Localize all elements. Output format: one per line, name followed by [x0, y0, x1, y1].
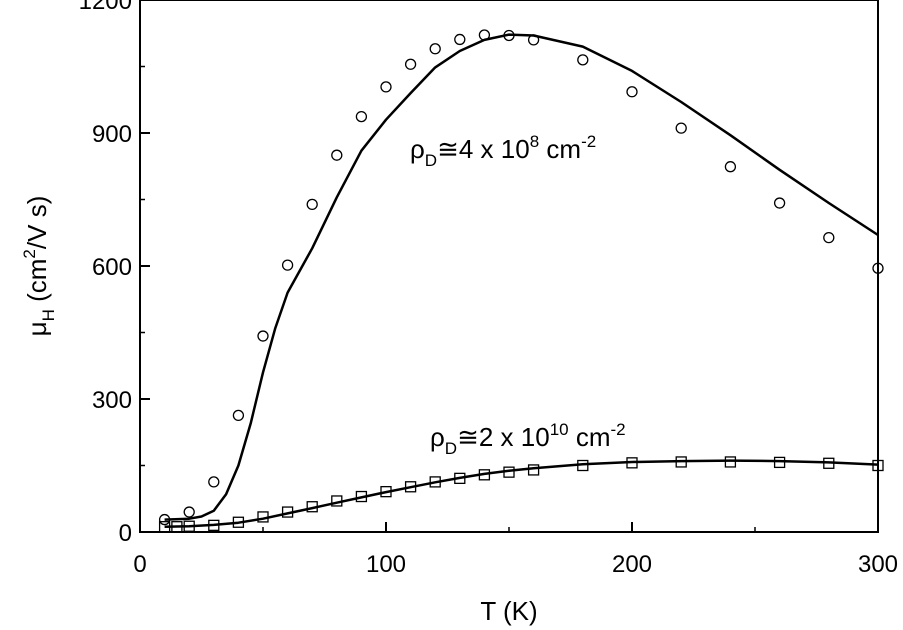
- annotation-2-rho: ρ: [430, 422, 445, 452]
- square-point: [208, 519, 220, 531]
- annotation-2-sup: 10: [550, 420, 569, 439]
- circle-point: [454, 33, 466, 46]
- fit-curve-2: [164, 459, 879, 528]
- square-point: [331, 495, 343, 507]
- circle-point: [232, 409, 245, 422]
- square-point: [355, 490, 368, 503]
- circle-point: [331, 149, 343, 161]
- square-point: [503, 466, 515, 478]
- x-tick-label: 300: [858, 551, 898, 578]
- square-point: [171, 521, 183, 533]
- square-point: [281, 506, 294, 518]
- y-axis-tail: /V s): [22, 196, 52, 249]
- x-tick-label: 200: [612, 551, 652, 578]
- x-tick-label: 100: [366, 551, 406, 578]
- annotation-low-mobility: ρD≅2 x 1010 cm-2: [430, 420, 626, 458]
- square-point: [158, 521, 171, 533]
- y-tick-label: 1200: [79, 0, 132, 15]
- data-points: [158, 29, 884, 533]
- circle-point: [355, 110, 368, 123]
- circle-point: [503, 29, 515, 42]
- square-point: [626, 457, 638, 469]
- square-point: [183, 520, 195, 532]
- square-point: [454, 472, 466, 485]
- y-tick-label: 300: [92, 387, 132, 414]
- square-point: [872, 459, 884, 472]
- square-point: [823, 457, 835, 469]
- square-point: [675, 456, 687, 468]
- circle-point: [626, 86, 638, 98]
- circle-point: [823, 231, 835, 244]
- annotation-1-unit-sup: -2: [581, 132, 596, 151]
- annotation-2-sub: D: [445, 439, 457, 458]
- axis-ticks: [139, 0, 879, 533]
- circle-point: [773, 197, 786, 209]
- y-axis-mu: μ: [22, 321, 52, 336]
- circle-point: [724, 161, 737, 173]
- plot-frame: [139, 0, 879, 533]
- circle-point: [257, 330, 269, 342]
- annotation-high-mobility: ρD≅4 x 108 cm-2: [410, 132, 596, 170]
- y-tick-label: 600: [92, 254, 132, 281]
- circle-point: [404, 58, 417, 70]
- annotation-2-unit-sup: -2: [611, 420, 626, 439]
- circle-point: [158, 513, 171, 526]
- y-axis-rest: (cm: [22, 259, 52, 310]
- circle-point: [872, 262, 884, 274]
- circle-point: [527, 34, 540, 46]
- circle-point: [306, 198, 318, 211]
- circle-point: [577, 54, 589, 66]
- annotation-1-unit: cm: [539, 134, 581, 164]
- annotation-1-sup: 8: [530, 132, 539, 151]
- x-axis-title: T (K): [480, 596, 537, 626]
- square-point: [380, 486, 392, 498]
- annotation-2-unit: cm: [569, 422, 611, 452]
- circle-point: [380, 81, 392, 93]
- square-point: [527, 464, 540, 476]
- circle-point: [183, 506, 195, 518]
- square-point: [724, 456, 737, 468]
- square-point: [478, 469, 491, 481]
- circle-point: [281, 259, 294, 271]
- square-point: [577, 459, 589, 472]
- x-tick-label: 0: [133, 551, 146, 578]
- square-point: [232, 516, 245, 528]
- circle-point: [675, 122, 687, 134]
- annotation-1-text: ≅4 x 10: [437, 134, 530, 164]
- y-axis-title: μH (cm2/V s): [20, 196, 58, 337]
- circle-point: [478, 29, 491, 41]
- circle-point: [429, 43, 441, 55]
- fit-curve-1: [164, 33, 879, 521]
- y-tick-label: 0: [119, 520, 132, 547]
- annotation-1-rho: ρ: [410, 134, 425, 164]
- square-point: [306, 501, 318, 513]
- square-point: [773, 456, 786, 469]
- square-point: [257, 511, 269, 523]
- y-axis-sub: H: [39, 309, 58, 321]
- fit-curves: [164, 33, 879, 528]
- y-axis-sup: 2: [20, 249, 39, 258]
- square-point: [429, 476, 441, 488]
- tick-labels: 0 100 200 300 0 300 600 900 1200: [79, 0, 898, 578]
- circle-point: [208, 476, 220, 488]
- annotation-2-text: ≅2 x 10: [457, 422, 550, 452]
- square-point: [404, 481, 417, 493]
- annotation-1-sub: D: [425, 151, 437, 170]
- y-tick-label: 900: [92, 121, 132, 148]
